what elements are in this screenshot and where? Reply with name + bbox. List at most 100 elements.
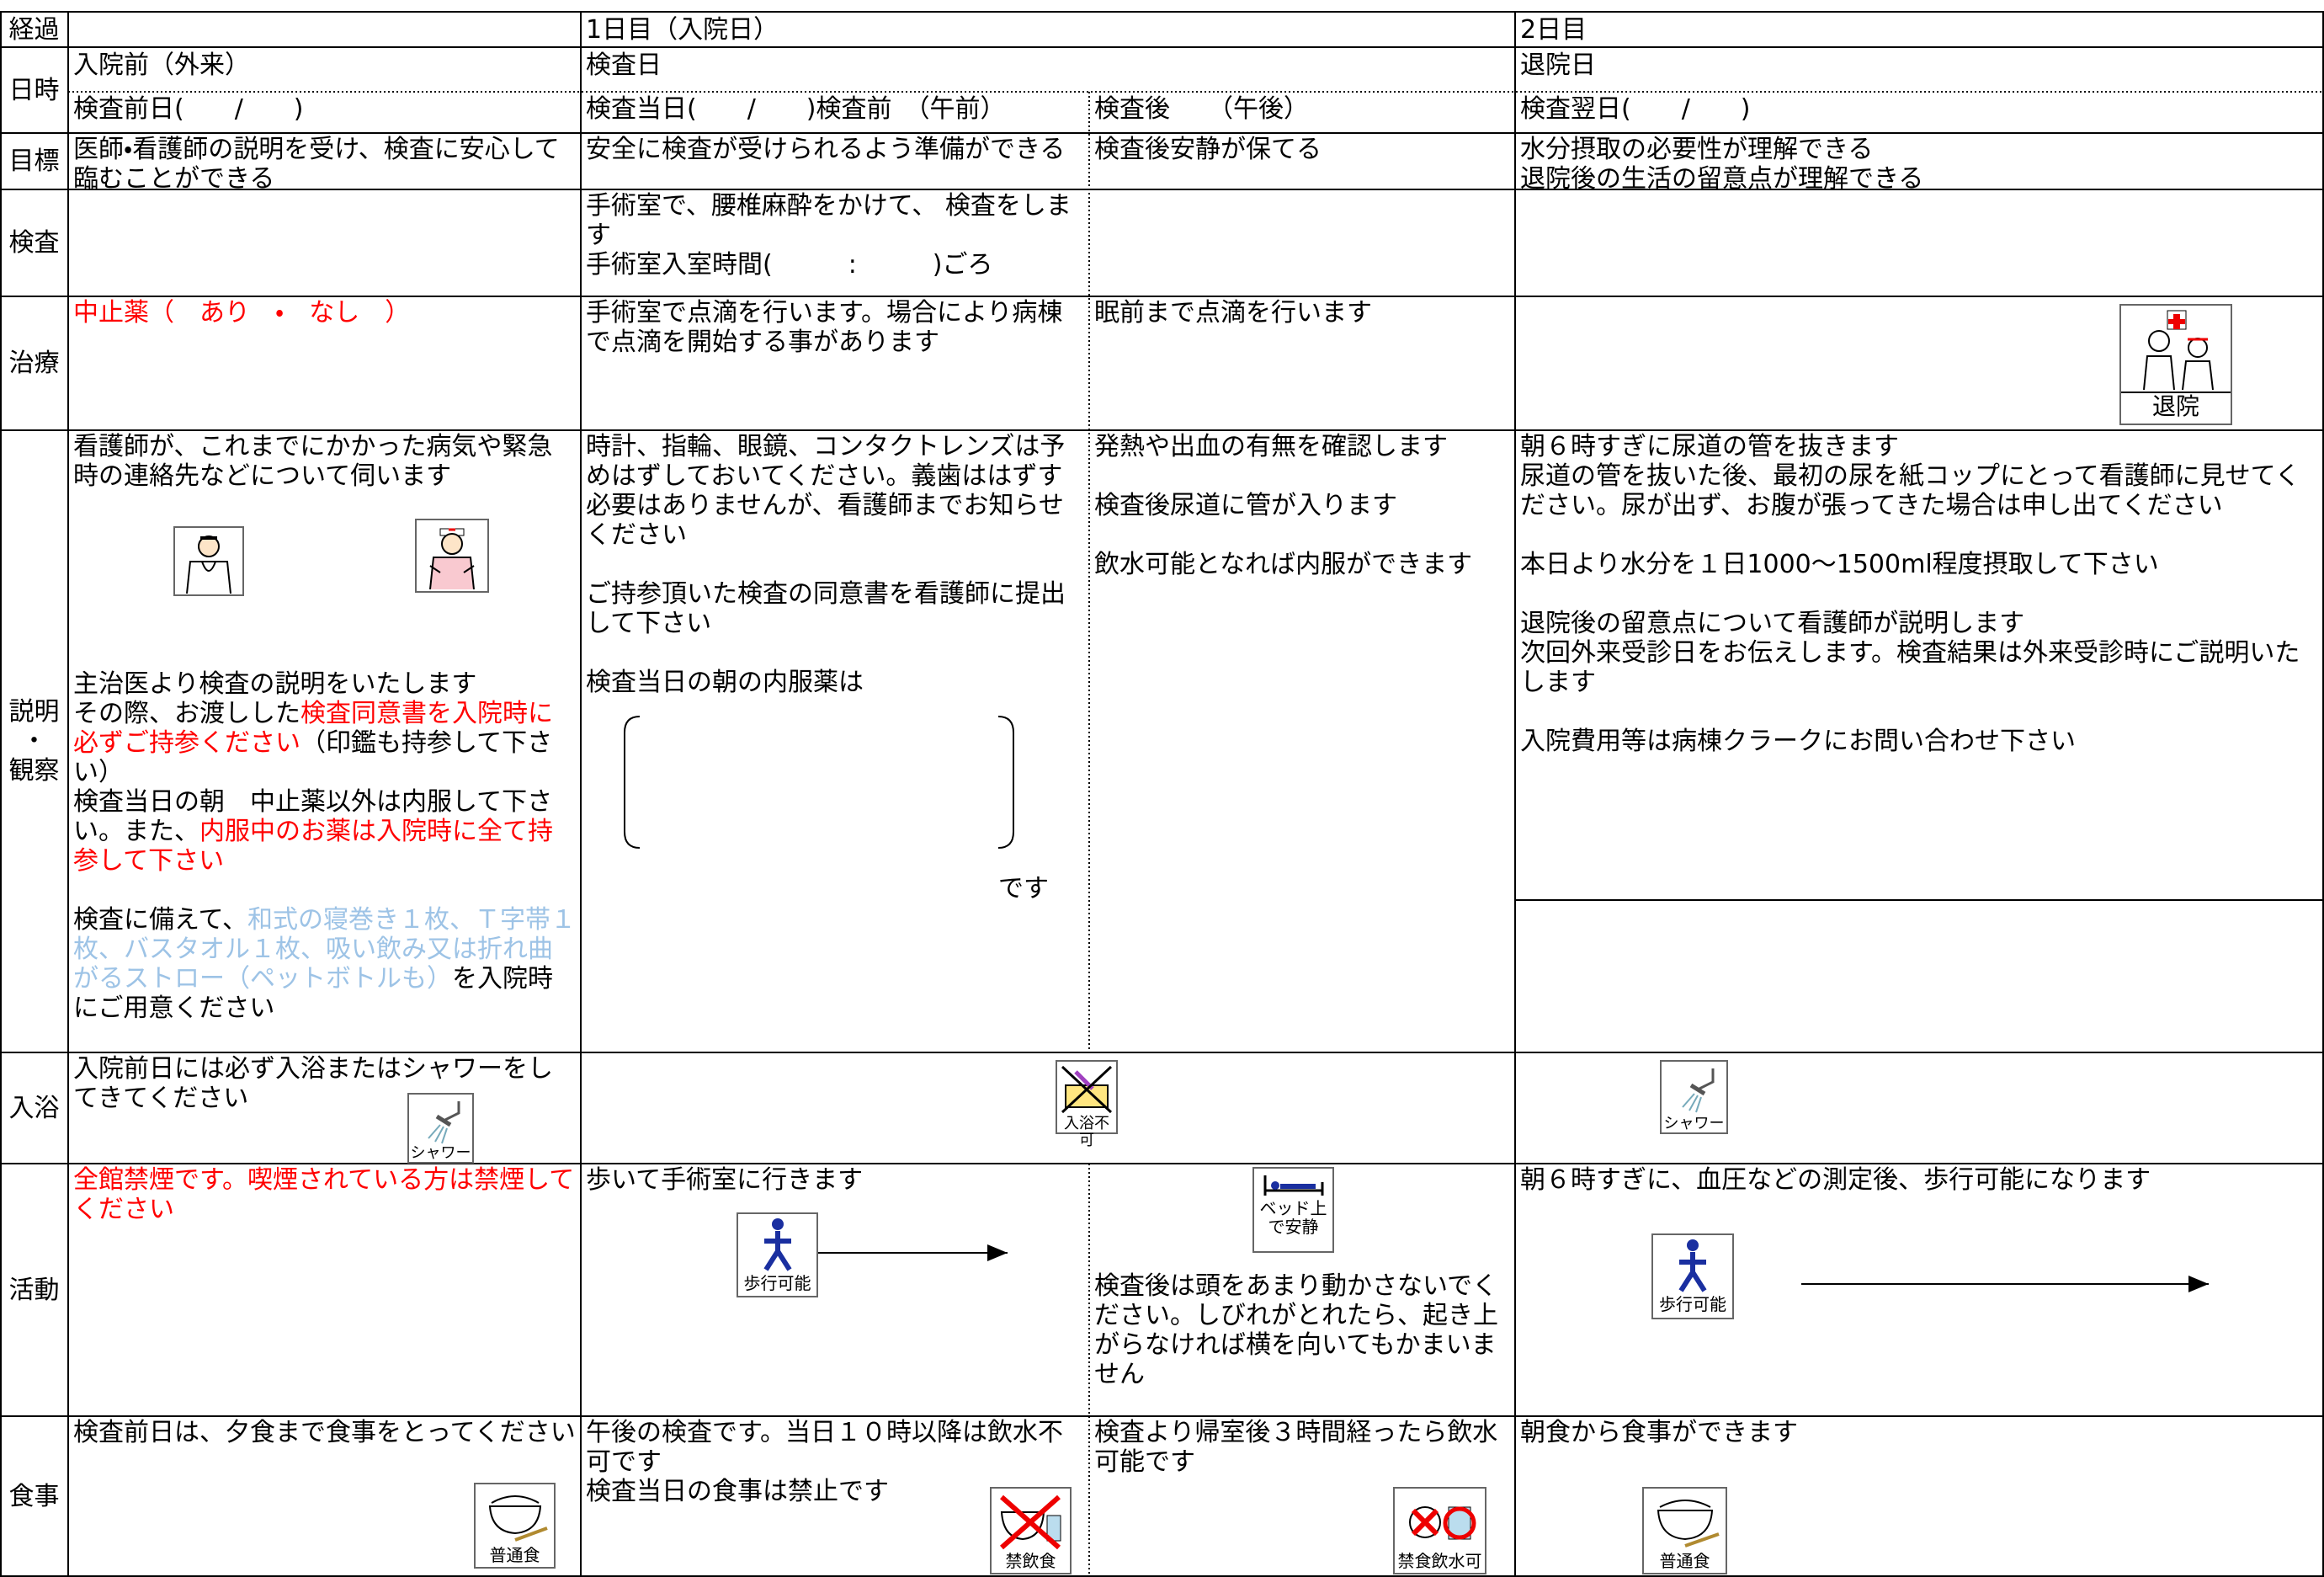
shower-icon: シャワー (407, 1093, 474, 1164)
pictogram (999, 1494, 1061, 1550)
cell: 午後の検査です。当日１０時以降は飲水不可です 検査当日の食事は禁止です (581, 1416, 1089, 1508)
text: 次回外来受診日をお伝えします。検査結果は外来受診時にご説明いたします (1520, 638, 2300, 697)
icon-label: 普通食 (1659, 1551, 1710, 1571)
shower-icon: シャワー (1660, 1060, 1728, 1134)
cell: 全館禁煙です。喫煙されている方は禁煙してください (73, 1165, 575, 1224)
pictogram (429, 528, 475, 589)
cell: 検査当日( / )検査前 （午前） (586, 94, 1006, 124)
emphasis: 内服中のお薬は入院時に全て持参して下さい (73, 817, 553, 876)
text: ご持参頂いた検査の同意書を看護師に提出して下さい (586, 579, 1066, 638)
label-part: ・ (21, 727, 47, 756)
text: 検査に備えて、和式の寝巻き１枚、Ｔ字帯１枚、バスタオル１枚、吸い飲み又は折れ曲が… (73, 905, 576, 1023)
cell: 朝６時すぎに尿道の管を抜きます 尿道の管を抜いた後、最初の尿を紙コップにとって看… (1515, 430, 2324, 758)
water-ok-icon: 禁食飲水可 (1393, 1487, 1486, 1574)
cell: 検査後 （午後） (1094, 94, 1309, 124)
doctor-icon (173, 526, 244, 596)
row-label: 説明 ・ 観察 (0, 430, 68, 1052)
text: 本日より水分を１日1000～1500ml程度摂取して下さい (1520, 550, 2159, 579)
text: 朝６時すぎに尿道の管を抜きます (1520, 432, 1899, 461)
emphasis: 和式の寝巻き１枚、Ｔ字帯１枚、バスタオル１枚、吸い飲み又は折れ曲がるストロー（ペ… (73, 905, 576, 994)
pictogram (427, 1101, 460, 1144)
text: その際、お渡しした検査同意書を入院時に必ずご持参ください（印鑑も持参して下さい） (73, 699, 576, 787)
cell: 入院前日には必ず入浴またはシャワーをしてきてください (73, 1054, 553, 1113)
icon-label: 退院 (2121, 392, 2231, 420)
text: 検査当日の食事は禁止です (586, 1477, 889, 1506)
cell: 検査翌日( / ) (1520, 94, 1751, 124)
label-part: 説明 (8, 697, 60, 727)
cell: 検査前日は、夕食まで食事をとってください (73, 1418, 576, 1447)
text: 入院費用等は病棟クラークにお問い合わせ下さい (1520, 727, 2076, 756)
pictogram (763, 1218, 792, 1271)
icon-label: シャワー (410, 1144, 471, 1162)
row-label: 目標 (8, 147, 60, 176)
text: 発熱や出血の有無を確認します (1094, 432, 1448, 461)
pictogram (1678, 1239, 1707, 1292)
emphasis: 検査同意書を入院時に必ずご持参ください (73, 699, 553, 758)
text: 検査当日の朝の内服薬は (586, 668, 864, 697)
cell: 眠前まで点滴を行います (1094, 298, 1372, 328)
row-label: 検査 (8, 228, 60, 258)
meal-icon: 普通食 (1642, 1487, 1727, 1574)
text: その際、お渡しした (73, 699, 300, 728)
text: 検査に備えて、 (73, 905, 247, 935)
cell: 朝６時すぎに、血圧などの測定後、歩行可能になります (1520, 1165, 2151, 1195)
text: （印鑑も持参して下さい） (73, 728, 553, 787)
column-header: 1日目（入院日） (586, 15, 779, 45)
pictogram (1061, 1065, 1113, 1114)
text: 午後の検査です。当日１０時以降は飲水不可です (586, 1418, 1063, 1477)
column-header: 2日目 (1520, 15, 1587, 45)
row-label: 活動 (8, 1275, 60, 1305)
text: 退院後の留意点について看護師が説明します (1520, 609, 2025, 638)
text: 検査後尿道に管が入ります (1094, 491, 1397, 520)
cell: 中止薬（ あり ・ なし ） (73, 298, 411, 328)
icon-label: 歩行可能 (743, 1273, 811, 1293)
cell: 水分摂取の必要性が理解できる 退院後の生活の留意点が理解できる (1515, 133, 2324, 195)
text: 飲水可能となれば内服ができます (1094, 550, 1473, 579)
cell: 看護師が、これまでにかかった病気や緊急時の連絡先などについて伺います (73, 432, 553, 491)
cell: 朝食から食事ができます (1520, 1418, 1798, 1447)
icon-label: ベッド上で安静 (1259, 1198, 1327, 1237)
icon-label: シャワー (1663, 1115, 1725, 1132)
icon-label: 普通食 (489, 1545, 540, 1565)
cell: 入院前（外来） (73, 51, 250, 80)
pictogram (186, 535, 231, 594)
cell: 検査後安静が保てる (1094, 135, 1322, 164)
row-label: 入浴 (8, 1093, 60, 1123)
cell: 検査後は頭をあまり動かさないでください。しびれがとれたら、起き上がらなければ横を… (1094, 1271, 1498, 1389)
meal-icon: 普通食 (474, 1483, 556, 1569)
cell: 発熱や出血の有無を確認します 検査後尿道に管が入ります 飲水可能となれば内服がで… (1089, 430, 1515, 581)
discharge-icon: 退院 (2119, 304, 2232, 425)
cell: 手術室で、腰椎麻酔をかけて、 検査をします 手術室入室時間( : )ごろ (581, 189, 1089, 281)
text: です (998, 874, 1049, 903)
text: 手術室入室時間( : )ごろ (586, 250, 993, 280)
cell: 検査日 (586, 51, 662, 80)
text: 手術室で、腰椎麻酔をかけて、 検査をします (586, 191, 1072, 250)
pictogram (1408, 1506, 1476, 1540)
row-label: 経過 (8, 14, 60, 45)
walk-icon: 歩行可能 (1651, 1233, 1734, 1319)
text: 主治医より検査の説明をいたします (73, 669, 477, 699)
nurse-icon (415, 519, 489, 593)
walk-icon: 歩行可能 (737, 1212, 818, 1297)
text: 時計、指輪、眼鏡、コンタクトレンズは予めはずしておいてください。義歯ははずす必要… (586, 432, 1066, 550)
cell: 安全に検査が受けられるよう準備ができる (586, 135, 1066, 164)
bed-rest-icon: ベッド上で安静 (1252, 1167, 1334, 1253)
cell: 主治医より検査の説明をいたします その際、お渡しした検査同意書を入院時に必ずご持… (68, 668, 581, 1025)
cell: 歩いて手術室に行きます (586, 1165, 864, 1195)
label-part: 観察 (8, 756, 60, 786)
pictogram (1263, 1175, 1323, 1196)
row-label: 食事 (8, 1482, 60, 1511)
cell: 医師・看護師の説明を受け、検査に安心して臨むことができる (73, 135, 560, 194)
no-bath-icon: 入浴不可 (1056, 1060, 1118, 1149)
icon-label: 歩行可能 (1659, 1294, 1726, 1314)
text: 水分摂取の必要性が理解できる (1520, 135, 1874, 164)
pictogram (1681, 1068, 1714, 1113)
cell: 検査前日( / ) (73, 94, 304, 124)
cell: 検査より帰室後３時間経ったら飲水可能です (1094, 1418, 1498, 1477)
fasting-icon: 禁飲食 (990, 1487, 1072, 1574)
text: 検査当日の朝 中止薬以外は内服して下さい。また、 (73, 787, 553, 846)
pictogram (488, 1495, 548, 1542)
text: 尿道の管を抜いた後、最初の尿を紙コップにとって看護師に見せてください。尿が出ず、… (1520, 461, 2300, 520)
